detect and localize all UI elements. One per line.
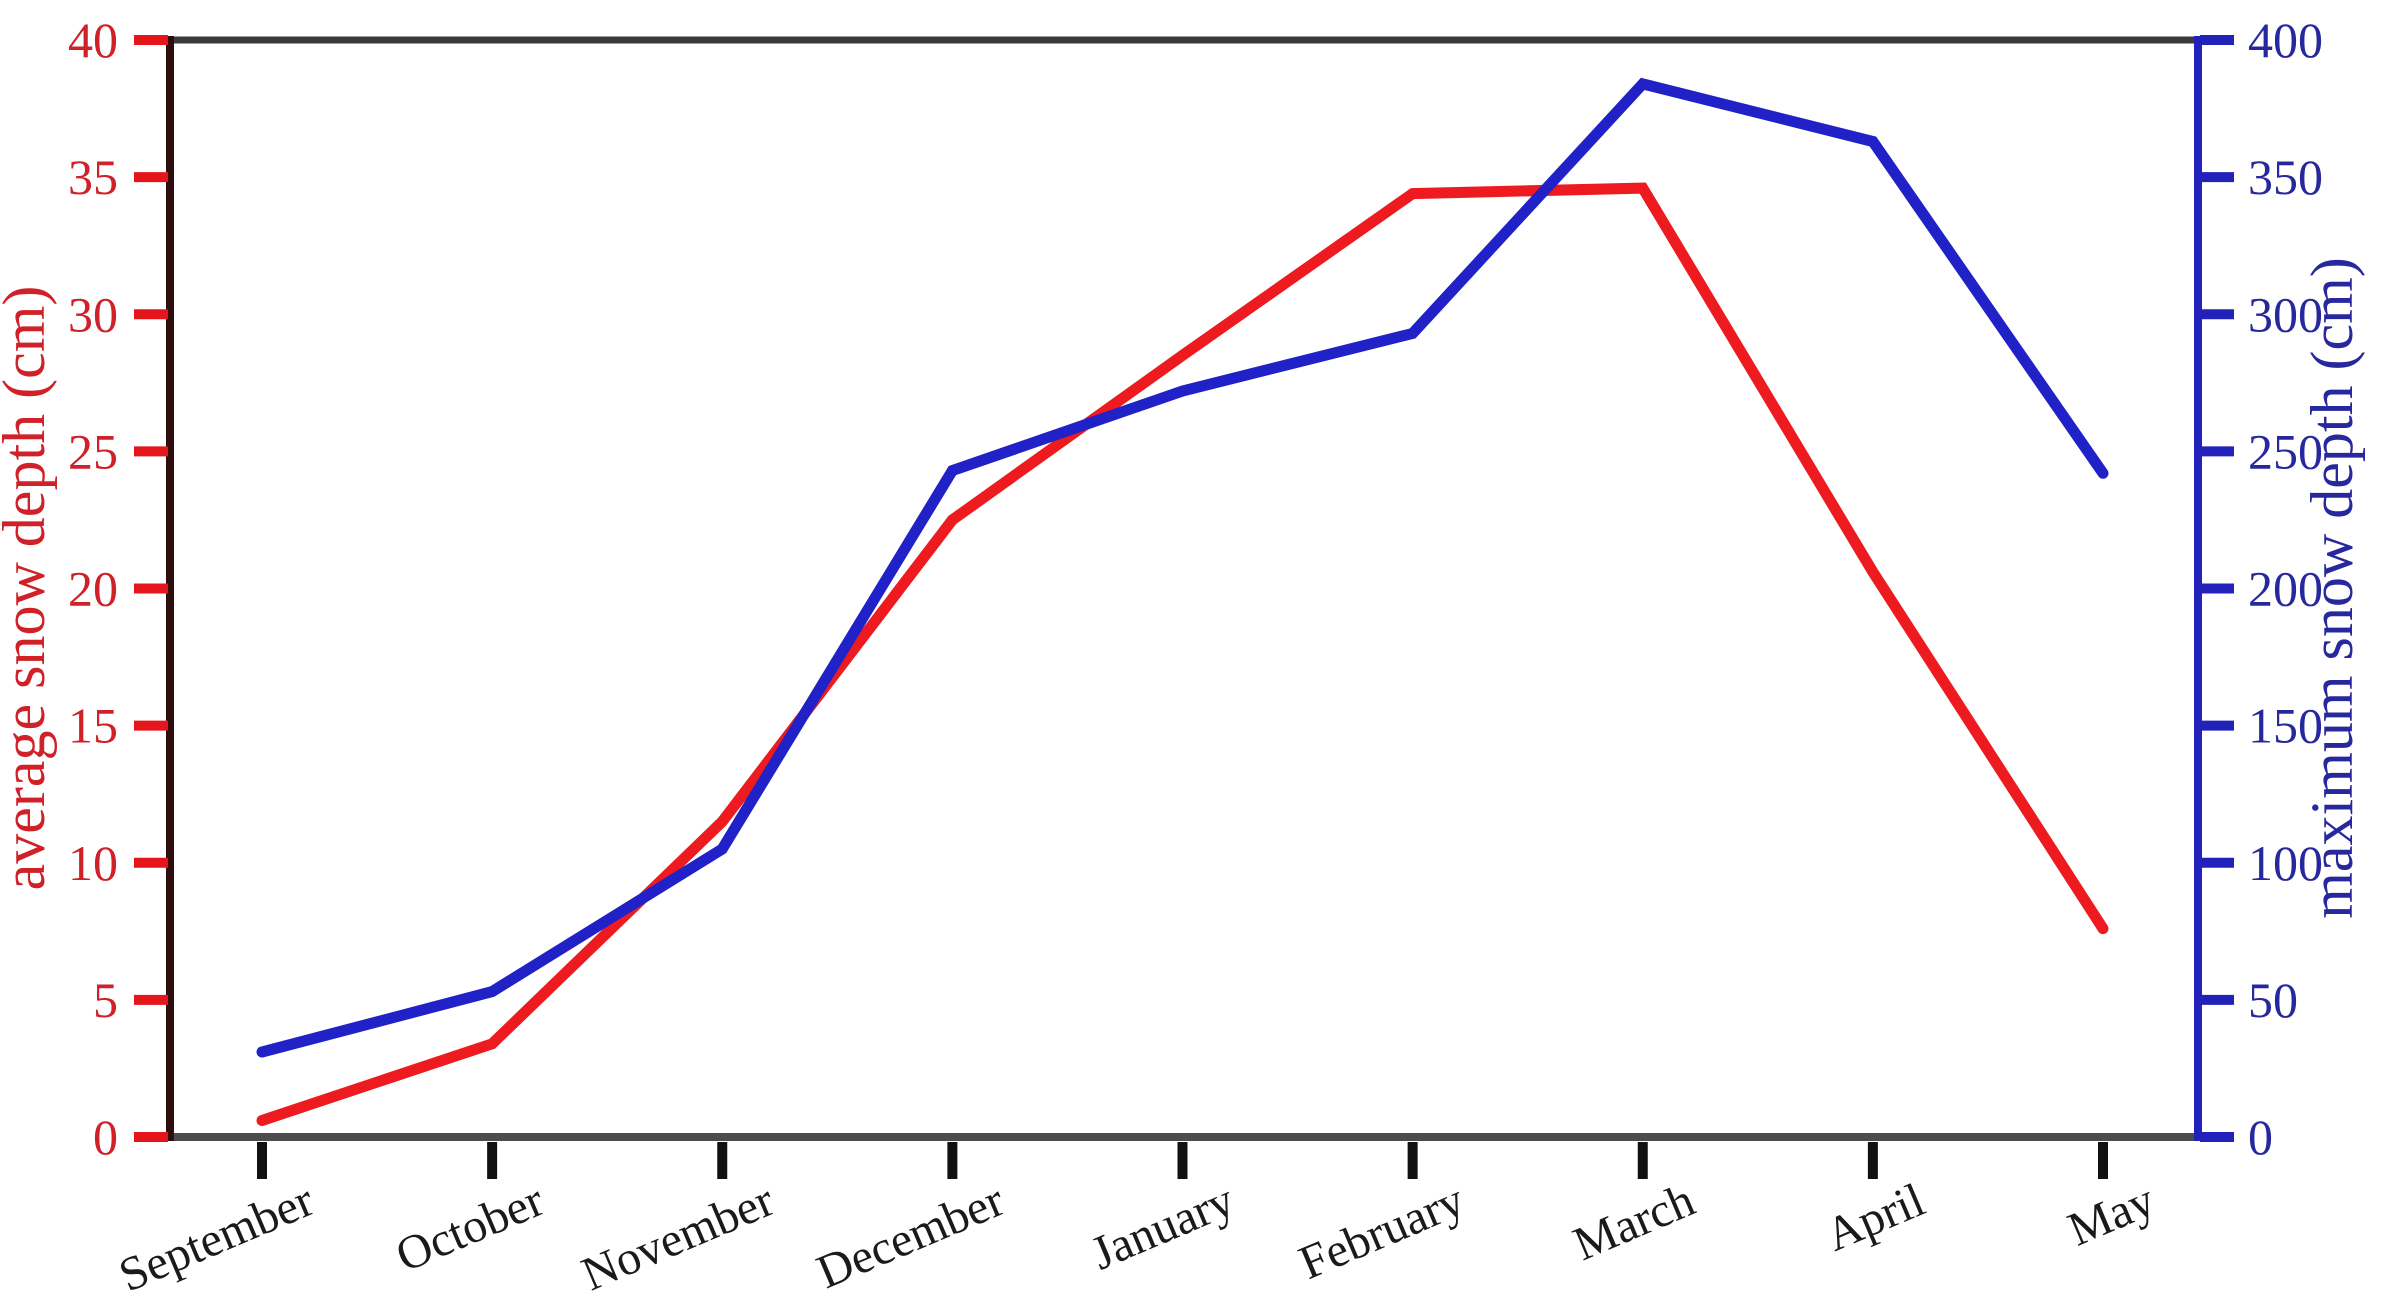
right-axis-tick-label: 150: [2248, 698, 2323, 754]
right-axis-tick-label: 200: [2248, 561, 2323, 617]
left-axis-tick-label: 25: [68, 423, 118, 479]
x-axis-month-label: April: [1818, 1173, 1932, 1261]
left-axis-tick-label: 30: [68, 286, 118, 342]
right-axis-tick-label: 50: [2248, 972, 2298, 1028]
left-axis-tick-label: 10: [68, 835, 118, 891]
series-line-maximum-snow-depth-cm: [256, 77, 2109, 1058]
left-axis-tick-label: 35: [68, 149, 118, 205]
right-axis-title: maximum snow depth (cm): [2299, 257, 2365, 919]
left-axis-tick-label: 40: [68, 12, 118, 68]
right-axis-tick-label: 300: [2248, 286, 2323, 342]
right-axis-tick-label: 400: [2248, 12, 2323, 68]
left-axis-tick-label: 20: [68, 561, 118, 617]
x-axis-month-label: October: [388, 1173, 551, 1282]
right-axis-tick-label: 250: [2248, 423, 2323, 479]
x-axis-month-label: December: [809, 1173, 1011, 1299]
x-axis-month-label: September: [112, 1173, 322, 1301]
right-axis-tick-label: 0: [2248, 1109, 2273, 1165]
left-axis-tick-label: 0: [93, 1109, 118, 1165]
right-axis-tick-label: 350: [2248, 149, 2323, 205]
series-line-average-snow-depth-cm: [256, 182, 2109, 1126]
x-axis-month-label: March: [1566, 1173, 1702, 1271]
left-axis-title: average snow depth (cm): [0, 286, 57, 891]
left-axis-tick-label: 5: [93, 972, 118, 1028]
x-axis-month-label: February: [1292, 1173, 1472, 1289]
right-axis-tick-label: 100: [2248, 835, 2323, 891]
left-axis-tick-label: 15: [68, 698, 118, 754]
x-axis-month-label: May: [2061, 1173, 2163, 1256]
x-axis-month-label: November: [574, 1173, 781, 1301]
chart-plot-area: 0510152025303540050100150200250300350400…: [68, 12, 2323, 1301]
x-axis-month-label: January: [1084, 1173, 1242, 1280]
